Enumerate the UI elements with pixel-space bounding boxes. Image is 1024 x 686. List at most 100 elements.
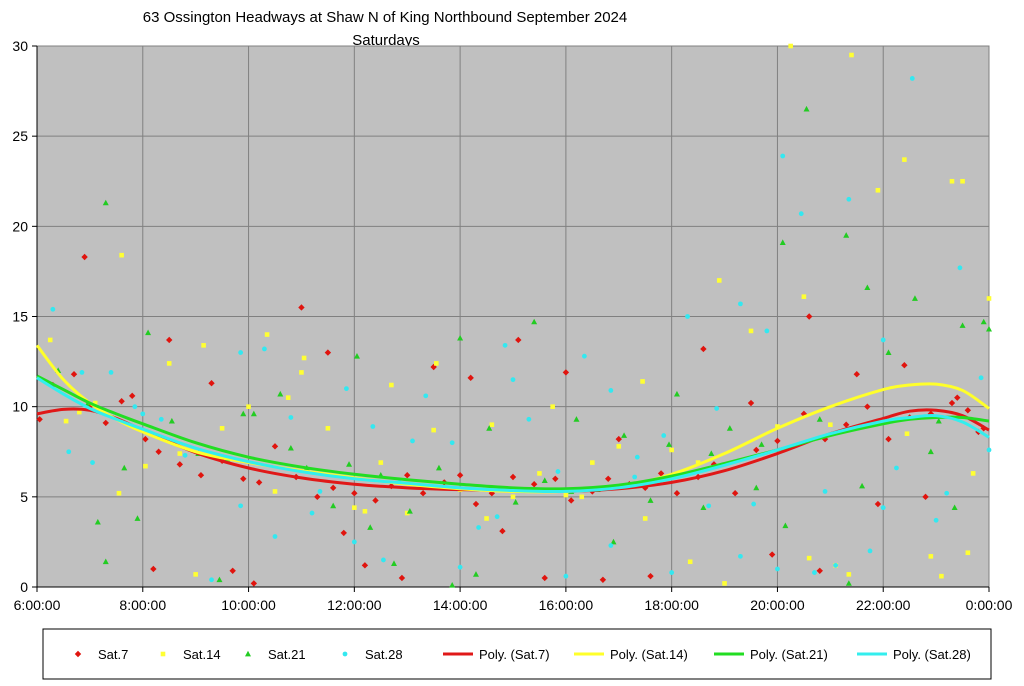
data-point <box>954 394 961 401</box>
data-point <box>36 416 43 423</box>
data-point <box>673 390 680 397</box>
data-point <box>748 328 754 334</box>
data-point <box>753 484 760 491</box>
data-point <box>370 424 376 429</box>
data-point <box>661 433 667 438</box>
data-point <box>140 411 146 417</box>
data-point <box>647 497 654 503</box>
data-point <box>708 450 715 456</box>
data-point <box>634 454 640 460</box>
data-point <box>145 329 152 336</box>
y-tick-label: 5 <box>20 489 28 505</box>
data-point <box>50 306 56 312</box>
data-point <box>346 461 353 467</box>
data-point <box>340 529 347 537</box>
y-tick-label: 20 <box>12 218 28 234</box>
data-point <box>431 427 436 433</box>
data-point <box>849 52 854 58</box>
legend-marker-swatch <box>342 651 348 657</box>
y-tick-label: 25 <box>12 128 28 144</box>
data-point <box>726 425 733 431</box>
x-tick-label: 6:00:00 <box>14 597 61 613</box>
data-point <box>484 516 489 521</box>
data-point <box>264 332 270 337</box>
x-tick-label: 12:00:00 <box>327 597 382 613</box>
data-point <box>391 560 397 566</box>
data-point <box>271 443 279 450</box>
data-point <box>957 265 963 271</box>
data-point <box>687 559 693 565</box>
y-tick-label: 10 <box>12 399 28 415</box>
trendline-poly-sat-21 <box>36 374 990 491</box>
legend-item: Poly. (Sat.14) <box>574 647 688 662</box>
data-point <box>182 452 188 458</box>
data-point <box>700 504 707 511</box>
data-point <box>685 314 690 319</box>
data-point <box>970 471 976 476</box>
x-tick-label: 0:00:00 <box>966 597 1013 613</box>
data-point <box>317 489 323 494</box>
data-point <box>142 435 149 443</box>
data-point <box>262 346 267 352</box>
data-point <box>510 494 516 500</box>
data-point <box>933 517 939 523</box>
data-point <box>764 328 770 334</box>
data-point <box>610 538 617 545</box>
data-point <box>472 571 479 577</box>
legend-label: Sat.21 <box>268 647 306 662</box>
data-point <box>325 426 331 431</box>
data-point <box>935 417 942 424</box>
data-point <box>716 278 722 283</box>
data-point <box>134 515 141 521</box>
data-point <box>948 399 956 407</box>
data-point <box>616 444 622 449</box>
data-point <box>885 435 892 443</box>
data-point <box>530 481 538 488</box>
legend-label: Poly. (Sat.7) <box>479 647 550 662</box>
data-point <box>647 572 654 580</box>
data-point <box>550 404 555 409</box>
data-point <box>102 419 109 427</box>
data-point <box>389 382 394 388</box>
legend-item: Poly. (Sat.7) <box>443 647 550 662</box>
data-point <box>828 422 833 427</box>
data-point <box>555 469 561 474</box>
data-point <box>669 447 674 453</box>
data-point <box>362 508 368 514</box>
data-point <box>434 361 439 366</box>
data-point <box>494 514 500 520</box>
data-point <box>780 153 786 159</box>
legend-item: Poly. (Sat.28) <box>857 647 971 662</box>
data-point <box>209 577 214 583</box>
data-point <box>949 178 955 184</box>
legend-marker-swatch <box>74 650 82 658</box>
data-point <box>805 313 813 320</box>
data-point <box>404 471 411 479</box>
data-point <box>166 361 172 366</box>
data-point <box>143 463 148 469</box>
data-point <box>119 252 124 258</box>
data-point <box>63 418 69 424</box>
data-point <box>731 490 739 497</box>
data-point <box>272 489 278 494</box>
data-point <box>964 407 972 414</box>
data-point <box>853 371 860 378</box>
data-point <box>361 562 369 569</box>
data-point <box>775 424 780 429</box>
data-point <box>92 400 98 406</box>
data-point <box>351 539 357 545</box>
data-point <box>959 322 966 328</box>
data-point <box>803 105 810 112</box>
data-point <box>562 369 570 376</box>
data-point <box>467 374 474 382</box>
data-point <box>250 410 257 417</box>
data-point <box>579 494 585 500</box>
data-point <box>599 576 607 583</box>
data-point <box>845 580 852 586</box>
data-point <box>695 460 701 465</box>
data-point <box>288 415 294 420</box>
data-point <box>309 510 315 516</box>
data-point <box>219 426 225 431</box>
data-point <box>642 484 649 492</box>
data-point <box>864 284 871 291</box>
